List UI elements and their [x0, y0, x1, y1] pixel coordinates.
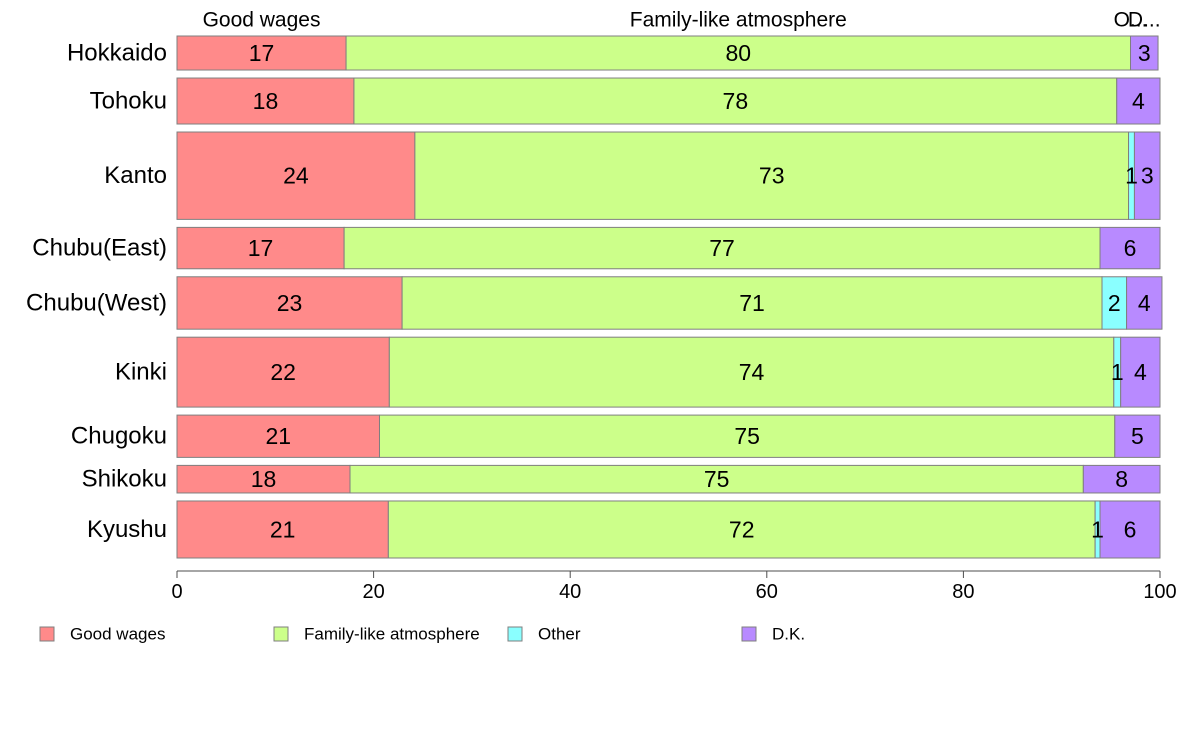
data-label-kanto-other: 1: [1125, 163, 1138, 189]
bar-chubu-west-other: [1101, 276, 1128, 330]
data-label-tohoku-good-wages: 18: [253, 88, 279, 114]
category-label-chubu-west: Chubu(West): [26, 289, 167, 316]
data-label-hokkaido-family-like-atmosphere: 80: [725, 40, 751, 66]
top-category-labels: Good wages Family-like atmosphere O...D...: [203, 9, 1161, 32]
x-tick-label-60: 60: [756, 581, 778, 603]
bar-chugoku-good-wages: [176, 414, 380, 458]
x-tick-label-80: 80: [952, 581, 974, 603]
legend-label-family-like-atmosphere: Family-like atmosphere: [304, 625, 480, 644]
data-label-kinki-other: 1: [1111, 359, 1124, 385]
bar-chugoku-family-like-atmosphere: [378, 414, 1116, 458]
bar-chubu-west-good-wages: [176, 276, 403, 330]
data-label-tohoku-family-like-atmosphere: 78: [723, 88, 749, 114]
data-label-kyushu-family-like-atmosphere: 72: [729, 516, 755, 542]
data-label-kyushu-d-k: 6: [1124, 516, 1137, 542]
data-label-shikoku-d-k: 8: [1115, 466, 1128, 492]
category-label-kanto: Kanto: [104, 162, 167, 189]
data-label-kyushu-other: 1: [1091, 516, 1104, 542]
bar-kinki-family-like-atmosphere: [388, 336, 1115, 408]
data-label-chubu-west-other: 2: [1108, 290, 1121, 316]
legend-label-good-wages: Good wages: [70, 625, 165, 644]
bar-kanto-family-like-atmosphere: [414, 131, 1130, 220]
bar-hokkaido-family-like-atmosphere: [345, 35, 1132, 71]
data-label-hokkaido-d-k: 3: [1138, 40, 1151, 66]
category-label-shikoku: Shikoku: [82, 466, 167, 493]
data-label-shikoku-good-wages: 18: [251, 466, 277, 492]
x-tick-label-20: 20: [362, 581, 384, 603]
category-label-chubu-east: Chubu(East): [32, 235, 167, 262]
bar-kyushu-family-like-atmosphere: [387, 500, 1096, 559]
bar-tohoku-family-like-atmosphere: [353, 77, 1118, 125]
category-label-hokkaido: Hokkaido: [67, 40, 167, 67]
bar-kanto-good-wages: [176, 131, 416, 220]
category-label-chugoku: Chugoku: [71, 423, 167, 450]
bar-chubu-east-d-k: [1099, 226, 1161, 270]
x-tick-label-100: 100: [1143, 581, 1176, 603]
legend-swatch-other: [507, 626, 523, 642]
bar-tohoku-d-k: [1116, 77, 1161, 125]
data-label-chubu-west-good-wages: 23: [277, 290, 303, 316]
top-label-d-k: D...: [1128, 9, 1161, 32]
bar-kyushu-d-k: [1099, 500, 1161, 559]
bar-shikoku-d-k: [1082, 464, 1161, 494]
data-label-hokkaido-good-wages: 17: [249, 40, 275, 66]
data-label-chubu-west-family-like-atmosphere: 71: [739, 290, 765, 316]
data-label-kanto-d-k: 3: [1141, 163, 1154, 189]
data-label-chugoku-good-wages: 21: [265, 423, 291, 449]
data-label-chubu-east-d-k: 6: [1124, 235, 1137, 261]
legend-swatch-good-wages: [39, 626, 55, 642]
bar-kanto-d-k: [1133, 131, 1161, 220]
data-label-kinki-good-wages: 22: [270, 359, 296, 385]
y-axis-category-labels: Hokkaido Tohoku Kanto Chubu(East) Chubu(West…: [26, 40, 167, 543]
data-label-kanto-good-wages: 24: [283, 163, 309, 189]
x-axis: 0 20 40 60 80 100: [171, 570, 1177, 603]
legend-label-d-k: D.K.: [772, 625, 805, 644]
segment-value-labels: 17 80 318 78 424 73 1 317 77 623 71 2 422 74 1 421 75 518…: [248, 40, 1154, 542]
legend: Good wages Family-like atmosphere Other D.K…: [39, 625, 805, 644]
bar-chubu-east-family-like-atmosphere: [343, 226, 1101, 270]
bar-kinki-good-wages: [176, 336, 390, 408]
bar-hokkaido-d-k: [1130, 35, 1159, 71]
data-label-tohoku-d-k: 4: [1132, 88, 1145, 114]
bar-shikoku-good-wages: [176, 464, 351, 494]
bar-chugoku-d-k: [1114, 414, 1161, 458]
data-label-chubu-west-d-k: 4: [1138, 290, 1151, 316]
data-label-chugoku-d-k: 5: [1131, 423, 1144, 449]
data-label-chubu-east-good-wages: 17: [248, 235, 274, 261]
bar-kinki-d-k: [1120, 336, 1161, 408]
data-label-kinki-family-like-atmosphere: 74: [739, 359, 765, 385]
data-label-kanto-family-like-atmosphere: 73: [759, 163, 785, 189]
data-label-kyushu-good-wages: 21: [270, 516, 296, 542]
top-label-good-wages: Good wages: [203, 9, 321, 32]
legend-swatch-d-k: [741, 626, 757, 642]
data-label-chubu-east-family-like-atmosphere: 77: [709, 235, 735, 261]
x-tick-label-0: 0: [171, 581, 182, 603]
bar-shikoku-family-like-atmosphere: [349, 464, 1084, 494]
bar-chubu-west-family-like-atmosphere: [401, 276, 1103, 330]
x-tick-label-40: 40: [559, 581, 581, 603]
category-label-kinki: Kinki: [115, 359, 167, 386]
legend-label-other: Other: [538, 625, 581, 644]
data-label-kinki-d-k: 4: [1134, 359, 1147, 385]
category-label-kyushu: Kyushu: [87, 516, 167, 543]
top-label-other: O...: [1114, 9, 1148, 32]
bar-kyushu-good-wages: [176, 500, 389, 559]
bar-chubu-west-d-k: [1126, 276, 1163, 330]
top-label-family-like-atmosphere: Family-like atmosphere: [630, 9, 847, 32]
category-label-tohoku: Tohoku: [90, 88, 167, 115]
bar-segments: [176, 35, 1163, 559]
data-label-shikoku-family-like-atmosphere: 75: [704, 466, 730, 492]
data-label-chugoku-family-like-atmosphere: 75: [734, 423, 760, 449]
legend-swatch-family-like-atmosphere: [273, 626, 289, 642]
